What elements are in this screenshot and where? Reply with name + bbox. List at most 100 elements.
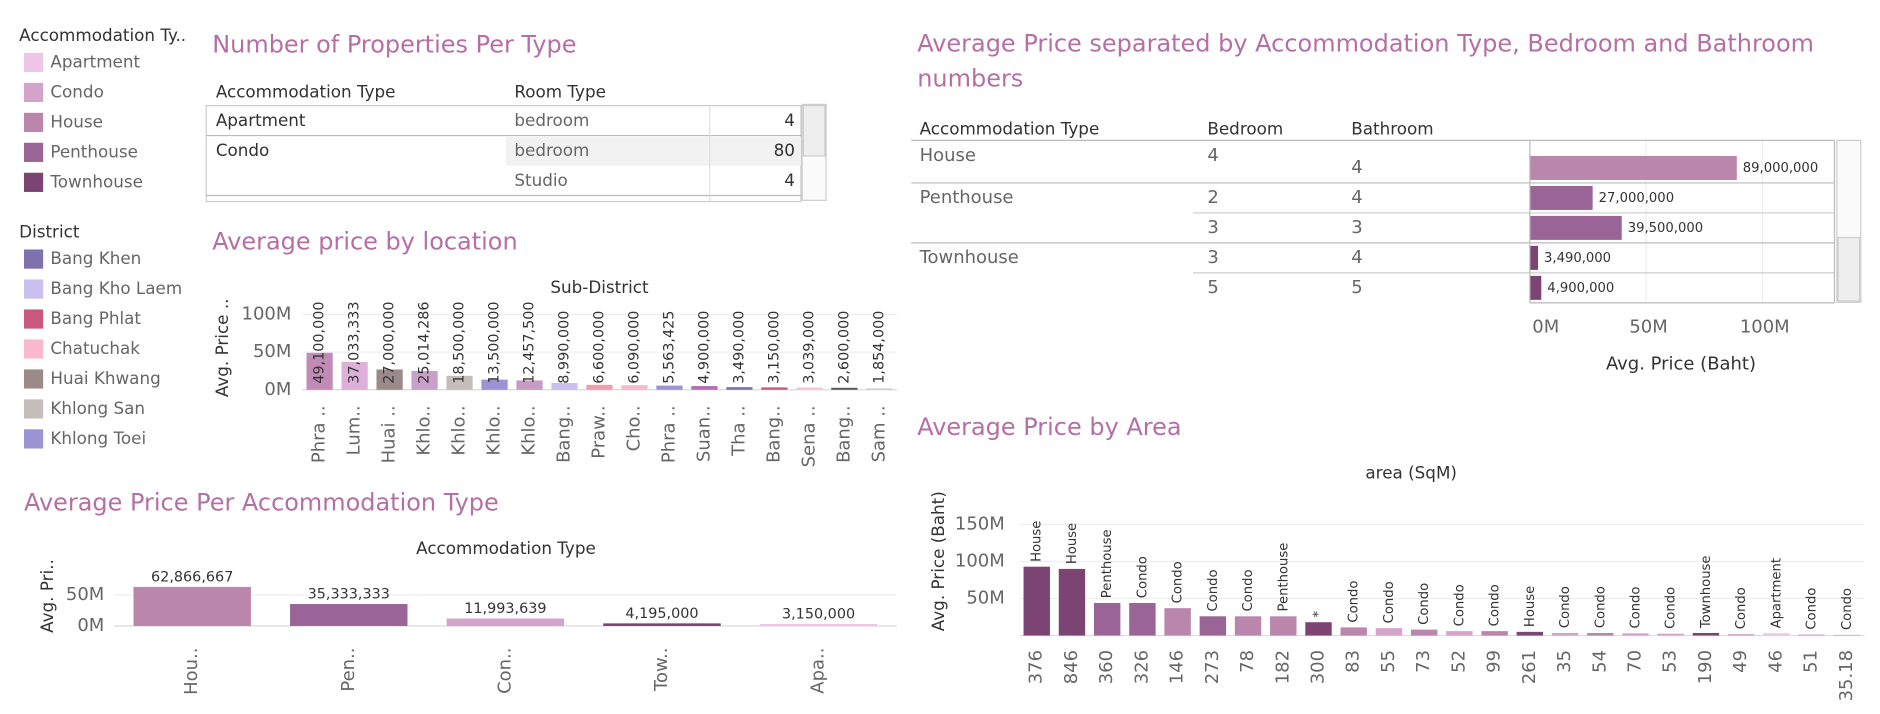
bar	[290, 604, 408, 626]
chart-title: Average Price Per Accommodation Type	[24, 489, 499, 517]
legend-label: Bang Khen	[50, 248, 141, 268]
y-tick-label: 50M	[66, 584, 104, 605]
value-label: 3,039,000	[801, 311, 817, 384]
bar	[1622, 633, 1649, 636]
bar	[1516, 631, 1544, 636]
x-tick-label: Hou..	[181, 648, 202, 695]
legend-swatch	[23, 399, 44, 419]
value-label: 4,195,000	[625, 606, 698, 622]
value-label: 62,866,667	[151, 569, 233, 585]
bar-label: House	[1030, 521, 1045, 562]
legend-swatch	[23, 82, 44, 103]
chart-title: Average Price separated by Accommodation…	[917, 28, 1814, 93]
legend-swatch	[23, 249, 44, 269]
value-label: 49,100,000	[312, 301, 328, 383]
bedroom: 4	[1207, 145, 1218, 166]
bedroom: 2	[1207, 187, 1218, 208]
value-label: 39,500,000	[1628, 221, 1703, 236]
x-tick-label: 70	[1624, 650, 1645, 673]
legend-swatch	[23, 279, 44, 299]
x-tick-label: 35.18	[1836, 650, 1857, 701]
x-tick-label: Con..	[494, 648, 515, 694]
bar-label: Condo	[1241, 569, 1256, 611]
legend-label: Chatuchak	[50, 338, 140, 358]
legend-label: Khlong Toei	[50, 428, 146, 448]
chart-title: Average price by location	[212, 227, 517, 255]
x-tick-label: 146	[1167, 650, 1188, 684]
bar	[1058, 568, 1086, 636]
legend-swatch	[23, 339, 44, 359]
room-type: bedroom	[514, 140, 589, 160]
table-title: Number of Properties Per Type	[212, 31, 576, 59]
chart-title: Average Price by Area	[917, 413, 1181, 441]
x-tick-label: Phra ..	[309, 405, 330, 463]
x-tick-label: Bang..	[554, 405, 575, 463]
value-label: 13,500,000	[487, 301, 503, 383]
bar	[1529, 155, 1737, 180]
y-tick-label: 50M	[253, 341, 291, 362]
bar-label: Condo	[1452, 584, 1467, 626]
bar	[1529, 275, 1542, 300]
bar-label: Condo	[1206, 569, 1221, 611]
bar	[376, 369, 403, 390]
value-label: 2,600,000	[836, 311, 852, 384]
x-tick-label: 53	[1660, 650, 1681, 673]
legend-label: Condo	[50, 81, 103, 101]
legend-label: Townhouse	[49, 171, 143, 191]
x-tick-label: Pen..	[338, 648, 359, 692]
x-tick-label: 273	[1202, 650, 1223, 684]
legend-label: House	[50, 111, 103, 131]
bar	[1446, 631, 1473, 636]
bar-label: Condo	[1840, 588, 1855, 630]
bar	[1529, 185, 1593, 210]
bar	[1340, 627, 1367, 636]
x-tick-label: 35	[1554, 650, 1575, 673]
bar-label: Condo	[1135, 556, 1150, 598]
x-tick-label: Sena ..	[798, 405, 819, 467]
bedroom: 5	[1207, 277, 1218, 298]
bar	[866, 388, 893, 390]
x-tick-label: Praw..	[588, 405, 609, 458]
legend-title: Accommodation Ty..	[19, 25, 186, 45]
column-header: Bedroom	[1207, 119, 1283, 139]
bar	[603, 623, 721, 626]
bar	[1727, 634, 1755, 636]
title-box: Average Price separated by Accommodation…	[917, 28, 1814, 93]
value-label: 6,600,000	[591, 311, 607, 384]
bar-label: House	[1523, 586, 1538, 627]
bar-label: Penthouse	[1276, 543, 1291, 612]
bar	[1129, 602, 1156, 636]
value-label: 37,033,333	[347, 301, 363, 383]
value-label: 3,490,000	[731, 311, 747, 384]
bar	[1093, 602, 1121, 636]
bar-label: Condo	[1664, 587, 1679, 629]
bar	[481, 379, 508, 390]
legend-swatch	[23, 429, 44, 449]
value-label: 4,900,000	[696, 311, 712, 384]
bar	[1410, 629, 1438, 636]
x-tick-label: 50M	[1629, 316, 1667, 337]
bar	[759, 624, 878, 626]
count: 4	[784, 170, 795, 190]
row-header: Apartment	[216, 110, 306, 130]
bar	[1305, 622, 1332, 636]
x-tick-label: 78	[1237, 650, 1258, 673]
bar	[1234, 616, 1262, 636]
bar	[411, 370, 438, 390]
bar	[621, 385, 648, 390]
x-tick-label: 326	[1131, 650, 1152, 684]
bar-label: Condo	[1347, 581, 1362, 623]
x-tick-label: Lum..	[344, 405, 365, 455]
x-tick-label: 376	[1026, 650, 1047, 684]
x-tick-label: Tha ..	[728, 405, 749, 457]
value-label: 25,014,286	[417, 301, 433, 383]
x-tick-label: Cho..	[623, 405, 644, 451]
x-tick-label: 54	[1589, 650, 1610, 673]
bar-label: Condo	[1593, 586, 1608, 628]
legend-swatch	[23, 52, 44, 73]
bar	[1199, 616, 1227, 636]
bar	[1587, 632, 1614, 636]
bar	[726, 387, 753, 390]
room-type: bedroom	[514, 110, 589, 130]
bathroom: 3	[1351, 217, 1362, 238]
